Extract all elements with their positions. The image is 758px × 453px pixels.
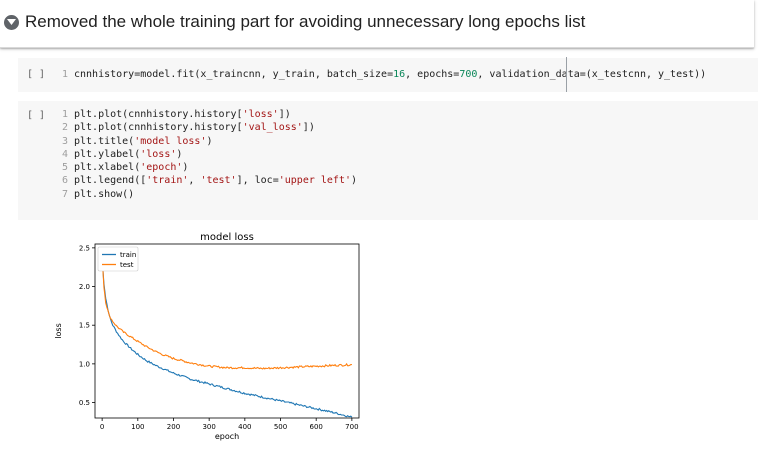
chart-title: model loss bbox=[200, 232, 254, 243]
code-string: 'loss' bbox=[140, 148, 177, 160]
y-tick-label: 1.5 bbox=[79, 322, 90, 330]
y-axis-label: loss bbox=[54, 323, 63, 338]
code-string: 'model loss' bbox=[134, 135, 207, 147]
cell-output: model loss 0.5 1.0 1.5 2.0 2.5 0 100 200 300 400 5… bbox=[18, 221, 758, 448]
y-tick-label: 1.0 bbox=[79, 360, 90, 368]
collapse-section-button[interactable] bbox=[4, 15, 19, 30]
line-number: 5 bbox=[62, 162, 69, 174]
code-line[interactable]: 3 plt.title('model loss') bbox=[62, 135, 357, 148]
code-token: cnnhistory=model.fit(x_traincnn, y_train… bbox=[74, 69, 394, 80]
code-token: ) bbox=[182, 162, 189, 174]
x-tick-label: 500 bbox=[274, 423, 287, 431]
code-cell-plot[interactable]: [ ] 1 plt.plot(cnnhistory.history['loss']… bbox=[18, 101, 758, 220]
loss-chart: model loss 0.5 1.0 1.5 2.0 2.5 0 100 200 300 400 5… bbox=[54, 232, 360, 441]
code-line[interactable]: 2 plt.plot(cnnhistory.history['val_loss']… bbox=[62, 121, 357, 134]
code-token: plt.plot(cnnhistory.history[ bbox=[74, 122, 243, 134]
code-string: 'upper left' bbox=[278, 175, 351, 187]
code-token: , epochs= bbox=[405, 69, 460, 80]
code-line[interactable]: 1 plt.plot(cnnhistory.history['loss']) bbox=[62, 108, 357, 121]
line-number: 4 bbox=[62, 148, 69, 160]
series-line-train bbox=[101, 259, 353, 418]
line-number: 1 bbox=[62, 109, 69, 120]
y-tick-label: 0.5 bbox=[79, 399, 90, 407]
y-tick-label: 2.0 bbox=[79, 283, 90, 291]
markdown-cell[interactable]: Removed the whole training part for avoi… bbox=[0, 0, 754, 48]
code-string: 'val_loss' bbox=[242, 122, 303, 134]
code-token: ) bbox=[176, 148, 183, 160]
x-tick-label: 100 bbox=[131, 423, 144, 431]
line-number: 1 bbox=[62, 69, 69, 80]
section-heading: Removed the whole training part for avoi… bbox=[25, 12, 586, 31]
x-tick-label: 600 bbox=[310, 423, 323, 431]
code-number: 16 bbox=[393, 69, 406, 80]
code-string: 'train' bbox=[146, 175, 189, 187]
code-token: ], loc= bbox=[236, 175, 279, 187]
code-token: ]) bbox=[302, 122, 315, 134]
code-line[interactable]: 1 cnnhistory=model.fit(x_traincnn, y_trai… bbox=[62, 68, 706, 81]
code-token: , bbox=[188, 175, 201, 187]
code-token: plt.show() bbox=[74, 188, 135, 200]
x-tick-label: 300 bbox=[202, 423, 215, 431]
line-number: 7 bbox=[62, 188, 69, 200]
code-token: plt.legend([ bbox=[74, 175, 147, 187]
code-token: , validation_data=(x_testcnn, y_test)) bbox=[477, 69, 707, 80]
legend-label-train: train bbox=[120, 251, 136, 259]
code-token: ) bbox=[350, 175, 358, 187]
code-line[interactable]: 6 plt.legend(['train', 'test'], loc='uppe… bbox=[62, 174, 357, 187]
code-number: 700 bbox=[459, 69, 478, 80]
line-number: 6 bbox=[62, 175, 69, 187]
legend-label-test: test bbox=[120, 261, 134, 269]
code-editor[interactable]: 1 plt.plot(cnnhistory.history['loss']) 2 pl… bbox=[62, 108, 357, 201]
code-string: 'epoch' bbox=[140, 162, 183, 174]
code-cell-fit[interactable]: [ ] 1 cnnhistory=model.fit(x_traincnn, y_… bbox=[18, 58, 758, 92]
code-line[interactable]: 4 plt.ylabel('loss') bbox=[62, 148, 357, 161]
code-string: 'test' bbox=[200, 175, 237, 187]
code-token: ]) bbox=[278, 109, 291, 120]
code-token: plt.title( bbox=[74, 135, 135, 147]
caret-down-icon bbox=[7, 19, 16, 25]
code-editor[interactable]: 1 cnnhistory=model.fit(x_traincnn, y_trai… bbox=[62, 68, 706, 81]
line-number: 2 bbox=[62, 122, 69, 134]
code-line[interactable]: 5 plt.xlabel('epoch') bbox=[62, 161, 357, 174]
x-tick-label: 0 bbox=[100, 423, 104, 431]
run-cell-button[interactable]: [ ] bbox=[27, 110, 46, 121]
x-axis-label: epoch bbox=[215, 432, 239, 441]
code-token: ) bbox=[206, 135, 213, 147]
run-cell-button[interactable]: [ ] bbox=[27, 69, 46, 80]
x-tick-label: 200 bbox=[167, 423, 180, 431]
code-string: 'loss' bbox=[242, 109, 279, 120]
code-token: plt.plot(cnnhistory.history[ bbox=[74, 109, 243, 120]
text-cursor bbox=[566, 57, 567, 92]
line-number: 3 bbox=[62, 135, 69, 147]
series-line-test bbox=[101, 256, 352, 370]
x-tick-label: 400 bbox=[238, 423, 251, 431]
code-line[interactable]: 7 plt.show() bbox=[62, 188, 357, 201]
code-token: plt.xlabel( bbox=[74, 162, 141, 174]
y-tick-label: 2.5 bbox=[79, 244, 90, 252]
x-tick-label: 700 bbox=[345, 423, 358, 431]
code-token: plt.ylabel( bbox=[74, 148, 141, 160]
